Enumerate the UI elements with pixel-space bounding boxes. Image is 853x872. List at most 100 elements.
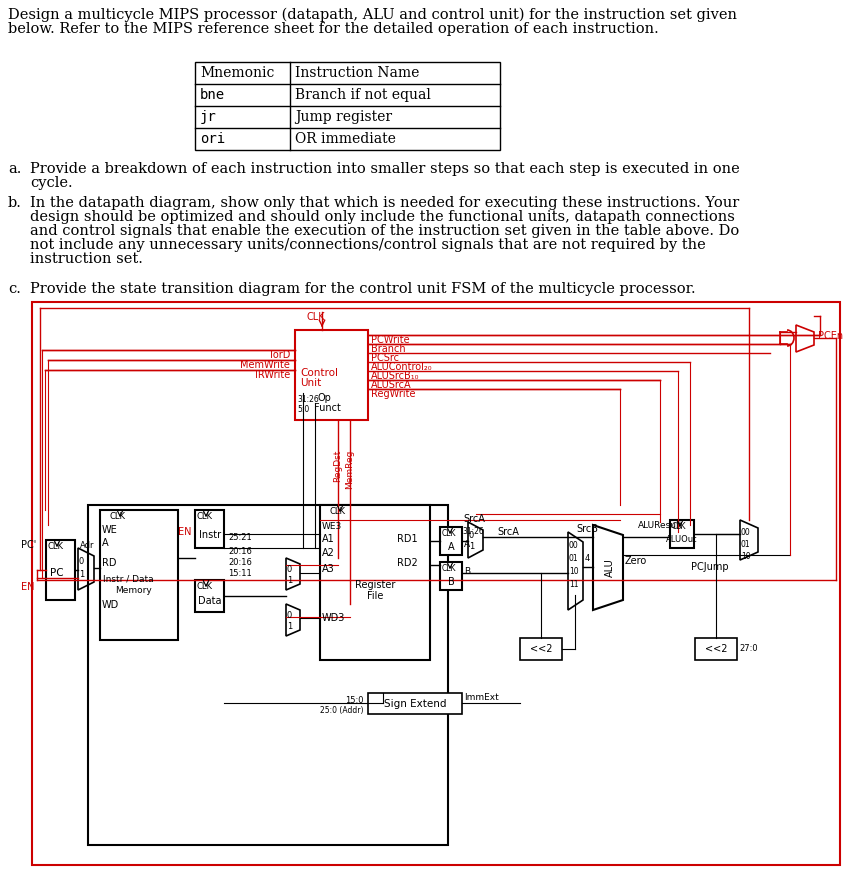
Text: RegDst: RegDst [334, 450, 342, 482]
Text: ALUControl₂₀: ALUControl₂₀ [370, 362, 432, 372]
Text: 01: 01 [568, 554, 578, 563]
Text: A: A [447, 542, 454, 552]
Text: A3: A3 [322, 564, 334, 574]
Text: 10: 10 [568, 567, 578, 576]
Text: 5:0: 5:0 [297, 405, 309, 414]
Text: Adr: Adr [80, 541, 95, 550]
Text: OR immediate: OR immediate [294, 132, 396, 146]
Text: WD3: WD3 [322, 613, 345, 623]
Bar [100, 510, 177, 640]
Text: Instr / Data: Instr / Data [103, 575, 154, 584]
Text: 11: 11 [568, 580, 577, 589]
Text: Memory: Memory [115, 586, 152, 595]
Text: RD1: RD1 [397, 534, 417, 544]
Text: Branch if not equal: Branch if not equal [294, 88, 431, 102]
Text: 00: 00 [568, 541, 578, 550]
Text: <<2: <<2 [704, 644, 727, 654]
Text: and control signals that enable the execution of the instruction set given in th: and control signals that enable the exec… [30, 224, 739, 238]
Text: ALUResult: ALUResult [637, 521, 682, 530]
Text: Provide the state transition diagram for the control unit FSM of the multicycle : Provide the state transition diagram for… [30, 282, 695, 296]
Text: Funct: Funct [314, 403, 340, 413]
Text: 20:16: 20:16 [228, 558, 252, 567]
Text: 0: 0 [468, 531, 473, 540]
Text: Branch: Branch [370, 344, 405, 354]
Text: 27:0: 27:0 [738, 644, 757, 653]
Text: Sign Extend: Sign Extend [383, 699, 446, 709]
Text: PCWrite: PCWrite [370, 335, 409, 345]
Text: EN: EN [178, 527, 192, 537]
Text: b.: b. [8, 196, 22, 210]
Text: Zero: Zero [624, 556, 647, 566]
Text: IorD: IorD [270, 350, 290, 360]
Text: MemReg: MemReg [345, 450, 354, 489]
Text: instruction set.: instruction set. [30, 252, 142, 266]
Bar [670, 520, 693, 548]
Text: 1: 1 [287, 622, 292, 631]
Text: CLK: CLK [671, 522, 686, 531]
Text: <<2: <<2 [529, 644, 552, 654]
Text: Instruction Name: Instruction Name [294, 66, 419, 80]
Text: B: B [463, 567, 469, 576]
Text: CLK: CLK [329, 507, 345, 516]
Text: 25:0 (Addr): 25:0 (Addr) [320, 706, 363, 715]
Text: 1: 1 [468, 542, 473, 551]
Text: 31:26: 31:26 [461, 527, 483, 536]
Text: CLK: CLK [110, 512, 126, 521]
Text: A2: A2 [322, 548, 334, 558]
Bar [32, 302, 839, 865]
Bar [88, 505, 448, 845]
Text: 0: 0 [79, 557, 84, 566]
Text: RegWrite: RegWrite [370, 389, 415, 399]
Text: Design a multicycle MIPS processor (datapath, ALU and control unit) for the inst: Design a multicycle MIPS processor (data… [8, 8, 736, 23]
Text: PC': PC' [20, 540, 36, 550]
Text: a.: a. [8, 162, 21, 176]
Bar [368, 693, 461, 714]
Text: 1: 1 [79, 570, 84, 579]
Text: ALUOut: ALUOut [665, 535, 697, 544]
Text: Provide a breakdown of each instruction into smaller steps so that each step is : Provide a breakdown of each instruction … [30, 162, 739, 176]
Text: PCEn: PCEn [817, 331, 842, 341]
Text: A: A [102, 538, 108, 548]
Text: Data: Data [198, 596, 222, 606]
Text: A1: A1 [322, 534, 334, 544]
Text: In the datapath diagram, show only that which is needed for executing these inst: In the datapath diagram, show only that … [30, 196, 739, 210]
Text: RD2: RD2 [397, 558, 417, 568]
Text: 01: 01 [740, 540, 750, 549]
Bar [194, 510, 223, 548]
Text: WD: WD [102, 600, 119, 610]
Text: ImmExt: ImmExt [463, 693, 498, 702]
Text: jr: jr [200, 110, 217, 124]
Text: 15:11: 15:11 [228, 569, 252, 578]
Text: Jump register: Jump register [294, 110, 392, 124]
Text: cycle.: cycle. [30, 176, 73, 190]
Text: 0: 0 [287, 565, 292, 574]
Text: CLK: CLK [197, 582, 212, 591]
Text: PCJump: PCJump [690, 562, 728, 572]
Text: CLK: CLK [442, 529, 456, 538]
Text: SrcA: SrcA [462, 514, 485, 524]
Text: SrcA: SrcA [496, 527, 519, 537]
Text: 00: 00 [740, 528, 750, 537]
Bar [194, 580, 223, 612]
Text: ori: ori [200, 132, 225, 146]
Bar [439, 527, 461, 555]
Text: bne: bne [200, 88, 225, 102]
Text: PCSrc: PCSrc [370, 353, 398, 363]
Text: below. Refer to the MIPS reference sheet for the detailed operation of each inst: below. Refer to the MIPS reference sheet… [8, 22, 658, 36]
Text: ALUSrcA: ALUSrcA [370, 380, 411, 390]
Text: A: A [463, 540, 469, 549]
Text: 25:21: 25:21 [228, 533, 252, 542]
Bar [294, 330, 368, 420]
Text: not include any unnecessary units/connections/control signals that are not requi: not include any unnecessary units/connec… [30, 238, 705, 252]
Bar [519, 638, 561, 660]
Text: RD: RD [102, 558, 116, 568]
Bar [320, 505, 430, 660]
Bar [439, 562, 461, 590]
Text: 15:0: 15:0 [345, 696, 363, 705]
Text: 0: 0 [287, 611, 292, 620]
Text: 1: 1 [287, 576, 292, 585]
Text: 4: 4 [584, 554, 589, 563]
Text: WE3: WE3 [322, 522, 342, 531]
Bar [194, 62, 499, 150]
Text: Control: Control [299, 368, 338, 378]
